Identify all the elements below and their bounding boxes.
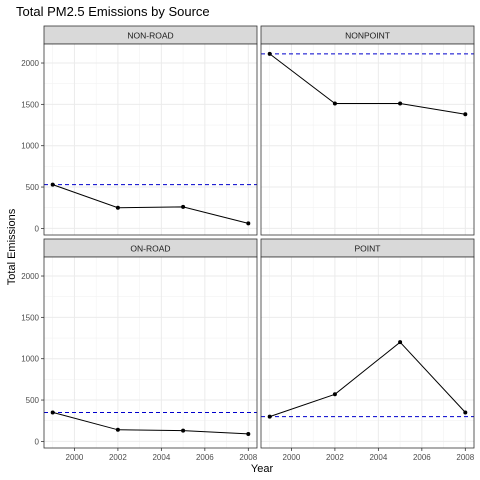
panel-point: POINT 2000 2002 2004 2006 2008 (260, 238, 475, 462)
y-tick-label: 500 (26, 183, 40, 192)
panel-on-road-point (246, 431, 251, 436)
panel-non-road-strip-label: NON-ROAD (127, 31, 173, 41)
x-tick-label: 2008 (239, 453, 257, 462)
panel-non-road-series-line (52, 184, 249, 224)
x-tick-label: 2004 (369, 453, 387, 462)
x-tick-label: 2006 (196, 453, 214, 462)
y-tick-label: 0 (35, 224, 40, 233)
x-axis-title: Year (251, 463, 274, 475)
panel-non-road-point (246, 221, 251, 226)
panel-point-series-line (269, 341, 466, 418)
panel-nonpoint-strip-label: NONPOINT (345, 31, 390, 41)
y-tick-label: 2000 (21, 59, 39, 68)
panel-nonpoint-point (267, 51, 272, 56)
facet-panels: NON-ROAD 0 500 1000 1500 2000 NONPOINT ON-ROAD 0… (21, 25, 475, 462)
y-tick-label: 0 (35, 437, 40, 446)
panel-nonpoint-point (332, 101, 337, 106)
panel-point-strip-label: POINT (355, 244, 381, 254)
chart-title: Total PM2.5 Emissions by Source (16, 4, 210, 19)
panel-point-point (332, 392, 337, 397)
y-tick-label: 2000 (21, 272, 39, 281)
y-tick-label: 500 (26, 396, 40, 405)
panel-point-background (261, 257, 474, 448)
y-axis-title: Total Emissions (6, 208, 18, 285)
panel-on-road-point (181, 428, 186, 433)
panel-on-road-strip-label: ON-ROAD (130, 244, 170, 254)
panel-nonpoint-point (463, 112, 468, 117)
x-tick-label: 2006 (413, 453, 431, 462)
panel-point-border (260, 256, 475, 449)
y-tick-label: 1500 (21, 313, 39, 322)
y-tick-label: 1000 (21, 355, 39, 364)
panel-nonpoint-background (261, 44, 474, 235)
panel-on-road-series-line (52, 411, 249, 435)
panel-non-road-point (115, 205, 120, 210)
panel-non-road: NON-ROAD 0 500 1000 1500 2000 (21, 25, 258, 236)
panel-non-road-point (181, 204, 186, 209)
x-tick-label: 2008 (456, 453, 474, 462)
x-tick-label: 2000 (66, 453, 84, 462)
panel-nonpoint-border (260, 43, 475, 236)
panel-point-point (267, 414, 272, 419)
panel-non-road-border (43, 43, 258, 236)
panel-non-road-background (44, 44, 257, 235)
x-tick-label: 2004 (152, 453, 170, 462)
panel-on-road-border (43, 256, 258, 449)
panel-on-road-point (50, 410, 55, 415)
x-tick-label: 2002 (109, 453, 127, 462)
panel-nonpoint: NONPOINT (260, 25, 475, 236)
panel-point-point (398, 340, 403, 345)
x-tick-label: 2000 (283, 453, 301, 462)
panel-nonpoint-series-line (269, 53, 466, 115)
panel-nonpoint-point (398, 101, 403, 106)
y-tick-label: 1000 (21, 142, 39, 151)
y-tick-label: 1500 (21, 100, 39, 109)
panel-point-point (463, 410, 468, 415)
panel-on-road: ON-ROAD 0 500 1000 1500 2000 2000 2002 2004 2006 2… (21, 238, 258, 462)
panel-non-road-point (50, 182, 55, 187)
x-tick-label: 2002 (326, 453, 344, 462)
panel-on-road-background (44, 257, 257, 448)
panel-on-road-point (115, 427, 120, 432)
